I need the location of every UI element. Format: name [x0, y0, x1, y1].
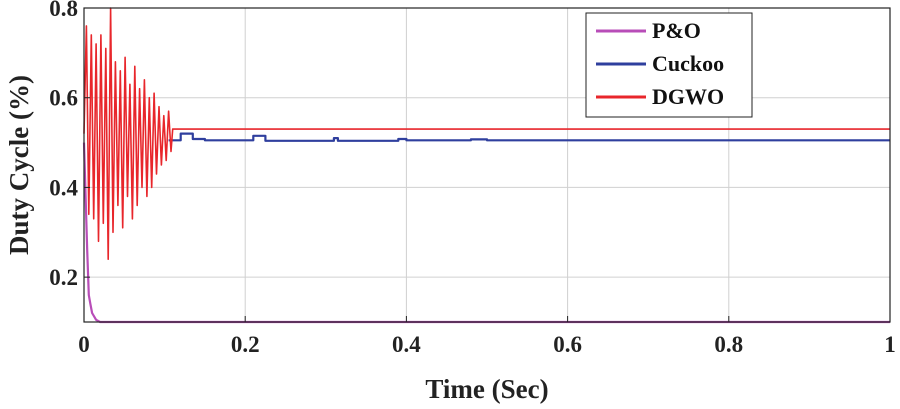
- x-tick-label: 0: [78, 332, 90, 357]
- legend-label-p-o: P&O: [652, 18, 701, 43]
- y-tick-label: 0.6: [49, 86, 78, 111]
- series-line-dgwo: [83, 7, 890, 260]
- y-axis: 0.2 0.4 0.6 0.8: [49, 0, 90, 290]
- legend-label-cuckoo: Cuckoo: [652, 51, 724, 76]
- y-tick-label: 0.4: [49, 175, 78, 200]
- plot-frame: [83, 7, 891, 323]
- legend: P&O Cuckoo DGWO: [585, 12, 753, 118]
- x-tick-label: 0.6: [553, 332, 582, 357]
- x-tick-label: 0.8: [714, 332, 743, 357]
- y-axis-title: Duty Cycle (%): [4, 75, 34, 255]
- x-tick-label: 1: [884, 332, 896, 357]
- legend-label-dgwo: DGWO: [652, 84, 724, 109]
- series-line-cuckoo: [168, 132, 890, 142]
- x-axis: 0 0.2 0.4 0.6 0.8 1: [78, 316, 896, 357]
- x-tick-label: 0.2: [231, 332, 260, 357]
- x-tick-label: 0.4: [392, 332, 421, 357]
- x-axis-title: Time (Sec): [425, 374, 548, 404]
- y-tick-label: 0.8: [49, 0, 78, 21]
- grid: [84, 8, 890, 322]
- y-tick-label: 0.2: [49, 265, 78, 290]
- plot-area: [84, 8, 890, 322]
